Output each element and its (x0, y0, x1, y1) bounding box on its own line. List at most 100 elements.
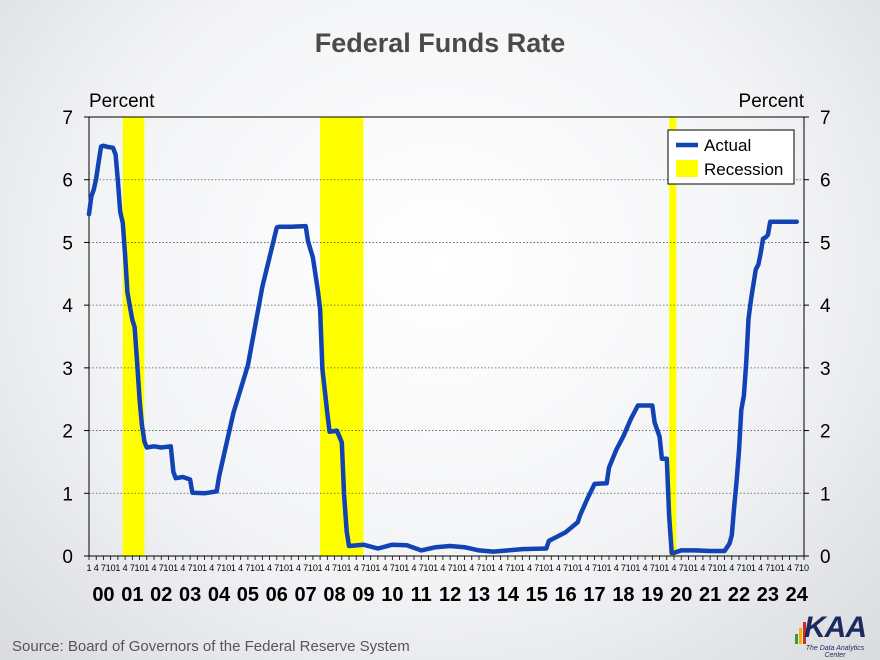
x-quarter-label: 10 (395, 563, 405, 573)
x-quarter-label: 10 (279, 563, 289, 573)
x-quarter-label: 1 (693, 563, 698, 573)
x-quarter-label: 10 (106, 563, 116, 573)
x-quarter-label: 1 (346, 563, 351, 573)
x-quarter-label: 10 (481, 563, 491, 573)
x-quarter-label: 7 (188, 563, 193, 573)
x-quarter-label: 10 (568, 563, 578, 573)
y-axis-label-left: Percent (89, 91, 155, 112)
x-year-label: 09 (352, 584, 374, 606)
x-year-label: 08 (323, 584, 345, 606)
x-quarter-label: 4 (151, 563, 156, 573)
line-layer (86, 143, 800, 556)
x-year-label: 15 (526, 584, 548, 606)
x-quarter-label: 10 (770, 563, 780, 573)
y-tick-label-right: 1 (820, 484, 831, 505)
x-quarter-label: 4 (585, 563, 590, 573)
x-quarter-label: 7 (679, 563, 684, 573)
x-quarter-label: 10 (192, 563, 202, 573)
logo-wordmark: KAA (804, 611, 867, 644)
x-year-label: 22 (728, 584, 750, 606)
y-tick-label-right: 7 (820, 108, 831, 129)
x-quarter-label: 4 (643, 563, 648, 573)
x-quarter-label: 1 (520, 563, 525, 573)
y-tick-label-left: 2 (62, 422, 73, 443)
x-year-label: 16 (555, 584, 577, 606)
x-quarter-label: 1 (491, 563, 496, 573)
x-quarter-label: 7 (419, 563, 424, 573)
x-year-label: 05 (237, 584, 259, 606)
x-quarter-label: 10 (221, 563, 231, 573)
x-quarter-label: 4 (527, 563, 532, 573)
x-quarter-label: 4 (469, 563, 474, 573)
x-quarter-label: 1 (375, 563, 380, 573)
x-quarter-label: 4 (614, 563, 619, 573)
x-quarter-label: 4 (238, 563, 243, 573)
legend-actual-label: Actual (704, 136, 751, 155)
x-quarter-label: 4 (758, 563, 763, 573)
series-line-actual (86, 143, 800, 556)
x-year-label: 00 (92, 584, 114, 606)
x-quarter-label: 7 (592, 563, 597, 573)
x-quarter-label: 4 (354, 563, 359, 573)
x-quarter-label: 1 (404, 563, 409, 573)
x-quarter-label: 4 (671, 563, 676, 573)
x-year-label: 07 (295, 584, 317, 606)
x-quarter-label: 4 (556, 563, 561, 573)
x-year-label: 23 (757, 584, 779, 606)
x-quarter-label: 7 (159, 563, 164, 573)
x-year-label: 18 (612, 584, 634, 606)
y-tick-label-left: 3 (62, 359, 73, 380)
x-quarter-label: 10 (135, 563, 145, 573)
x-year-label: 14 (497, 584, 520, 606)
x-quarter-label: 10 (741, 563, 751, 573)
x-quarter-label: 7 (390, 563, 395, 573)
x-quarter-label: 10 (539, 563, 549, 573)
x-quarter-label: 1 (231, 563, 236, 573)
y-tick-label-right: 4 (820, 296, 831, 317)
chart-title: Federal Funds Rate (314, 28, 566, 58)
x-quarter-label: 1 (462, 563, 467, 573)
x-year-label: 03 (179, 584, 201, 606)
x-year-label: 13 (468, 584, 490, 606)
legend-recession-swatch (676, 160, 698, 177)
x-quarter-label: 1 (578, 563, 583, 573)
x-quarter-label: 1 (202, 563, 207, 573)
y-tick-label-left: 0 (62, 547, 73, 568)
x-quarter-label: 10 (712, 563, 722, 573)
y-tick-label-left: 4 (62, 296, 73, 317)
x-quarter-label: 10 (510, 563, 520, 573)
x-year-label: 11 (411, 584, 432, 606)
x-quarter-label: 10 (366, 563, 376, 573)
legend-recession-label: Recession (704, 160, 783, 179)
x-quarter-label: 7 (101, 563, 106, 573)
x-quarter-label: 4 (267, 563, 272, 573)
logo-bars-icon (795, 622, 806, 644)
x-quarter-label: 10 (799, 563, 809, 573)
x-quarter-label: 10 (452, 563, 462, 573)
y-tick-label-left: 5 (62, 233, 73, 254)
x-quarter-label: 1 (144, 563, 149, 573)
x-quarter-label: 1 (289, 563, 294, 573)
x-quarter-label: 1 (86, 563, 91, 573)
x-quarter-label: 7 (621, 563, 626, 573)
x-quarter-label: 7 (274, 563, 279, 573)
source-note: Source: Board of Governors of the Federa… (12, 638, 410, 655)
x-quarter-label: 4 (180, 563, 185, 573)
x-quarter-label: 1 (751, 563, 756, 573)
x-quarter-label: 4 (787, 563, 792, 573)
x-quarter-label: 7 (708, 563, 713, 573)
x-quarter-label: 7 (563, 563, 568, 573)
x-quarter-label: 1 (549, 563, 554, 573)
x-quarter-label: 1 (433, 563, 438, 573)
x-quarter-label: 10 (626, 563, 636, 573)
x-quarter-label: 4 (209, 563, 214, 573)
grid-layer (89, 179, 804, 494)
x-year-label: 19 (641, 584, 663, 606)
x-quarter-label: 4 (498, 563, 503, 573)
x-quarter-label: 1 (115, 563, 120, 573)
y-axis-label-right: Percent (739, 91, 805, 112)
plot-frame (88, 116, 805, 557)
y-tick-label-left: 6 (62, 171, 73, 192)
x-quarter-label: 1 (664, 563, 669, 573)
